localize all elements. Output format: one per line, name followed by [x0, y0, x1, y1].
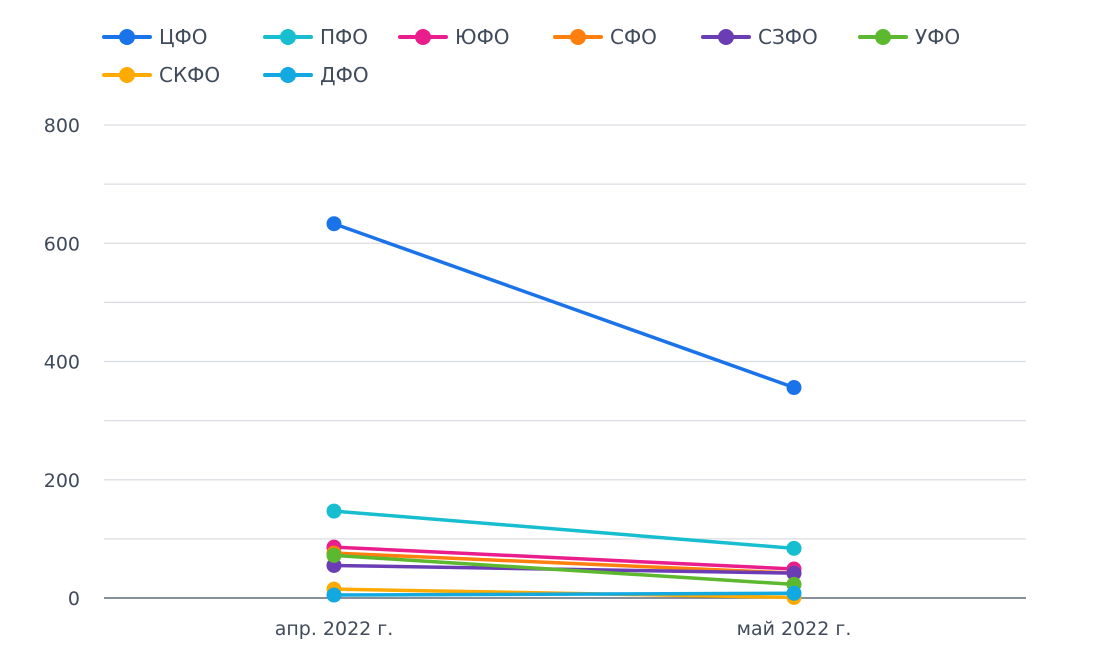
x-axis: апр. 2022 г. май 2022 г.: [275, 618, 852, 640]
grid: [104, 124, 1026, 599]
legend-marker: [570, 29, 586, 45]
legend-marker: [718, 29, 734, 45]
y-tick-label: 0: [68, 588, 80, 610]
series-lines: [332, 221, 796, 600]
legend-item: ЮФО: [398, 25, 510, 49]
legend-label: УФО: [915, 25, 960, 49]
legend-label: ПФО: [320, 25, 368, 49]
y-axis: 0 200 400 600 800: [44, 115, 80, 610]
legend-label: ЦФО: [159, 25, 208, 49]
y-tick-label: 200: [44, 470, 80, 492]
legend-marker: [119, 67, 135, 83]
series-line-0: [332, 221, 796, 390]
legend-item: ПФО: [263, 25, 368, 49]
y-tick-label: 800: [44, 115, 80, 137]
legend-label: СКФО: [159, 63, 220, 87]
series-line-1: [332, 509, 796, 551]
data-point: [326, 547, 342, 563]
data-point: [326, 587, 342, 603]
data-point: [326, 503, 342, 519]
legend-item: СЗФО: [701, 25, 818, 49]
legend-label: ДФО: [320, 63, 369, 87]
x-tick-label: май 2022 г.: [737, 618, 852, 640]
series-line-3: [332, 551, 796, 575]
legend: ЦФО ПФО ЮФО СФО СЗФО УФО СКФО ДФО: [102, 25, 960, 87]
x-tick-label: апр. 2022 г.: [275, 618, 394, 640]
legend-marker: [119, 29, 135, 45]
legend-marker: [415, 29, 431, 45]
data-point: [786, 380, 802, 396]
legend-marker: [280, 29, 296, 45]
legend-item: ЦФО: [102, 25, 208, 49]
legend-marker: [875, 29, 891, 45]
legend-item: ДФО: [263, 63, 369, 87]
series-line-2: [332, 545, 796, 571]
data-point: [786, 540, 802, 556]
legend-item: СКФО: [102, 63, 220, 87]
legend-marker: [280, 67, 296, 83]
data-point: [786, 565, 802, 581]
data-point: [326, 216, 342, 232]
y-tick-label: 600: [44, 233, 80, 255]
legend-item: УФО: [858, 25, 960, 49]
series-points: [326, 216, 802, 605]
series-line-5: [332, 553, 796, 587]
legend-label: ЮФО: [455, 25, 510, 49]
y-tick-label: 400: [44, 352, 80, 374]
legend-label: СФО: [610, 25, 657, 49]
data-point: [786, 585, 802, 601]
series-line-7: [332, 591, 796, 597]
legend-label: СЗФО: [758, 25, 818, 49]
legend-item: СФО: [553, 25, 657, 49]
